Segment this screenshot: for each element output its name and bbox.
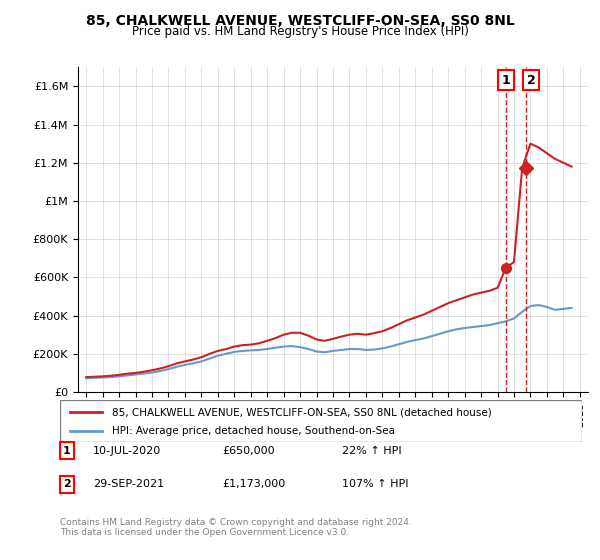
FancyBboxPatch shape	[60, 400, 582, 442]
Text: 85, CHALKWELL AVENUE, WESTCLIFF-ON-SEA, SS0 8NL: 85, CHALKWELL AVENUE, WESTCLIFF-ON-SEA, …	[86, 14, 514, 28]
Text: £650,000: £650,000	[222, 446, 275, 456]
Text: 1: 1	[63, 446, 71, 456]
Text: 1: 1	[502, 74, 511, 87]
Text: 2: 2	[527, 74, 536, 87]
Text: HPI: Average price, detached house, Southend-on-Sea: HPI: Average price, detached house, Sout…	[112, 426, 395, 436]
Text: 2: 2	[63, 479, 71, 489]
Text: Price paid vs. HM Land Registry's House Price Index (HPI): Price paid vs. HM Land Registry's House …	[131, 25, 469, 38]
Text: 29-SEP-2021: 29-SEP-2021	[93, 479, 164, 489]
Text: 107% ↑ HPI: 107% ↑ HPI	[342, 479, 409, 489]
Text: 85, CHALKWELL AVENUE, WESTCLIFF-ON-SEA, SS0 8NL (detached house): 85, CHALKWELL AVENUE, WESTCLIFF-ON-SEA, …	[112, 407, 492, 417]
Text: £1,173,000: £1,173,000	[222, 479, 285, 489]
Text: 22% ↑ HPI: 22% ↑ HPI	[342, 446, 401, 456]
Text: 10-JUL-2020: 10-JUL-2020	[93, 446, 161, 456]
Text: Contains HM Land Registry data © Crown copyright and database right 2024.
This d: Contains HM Land Registry data © Crown c…	[60, 518, 412, 538]
